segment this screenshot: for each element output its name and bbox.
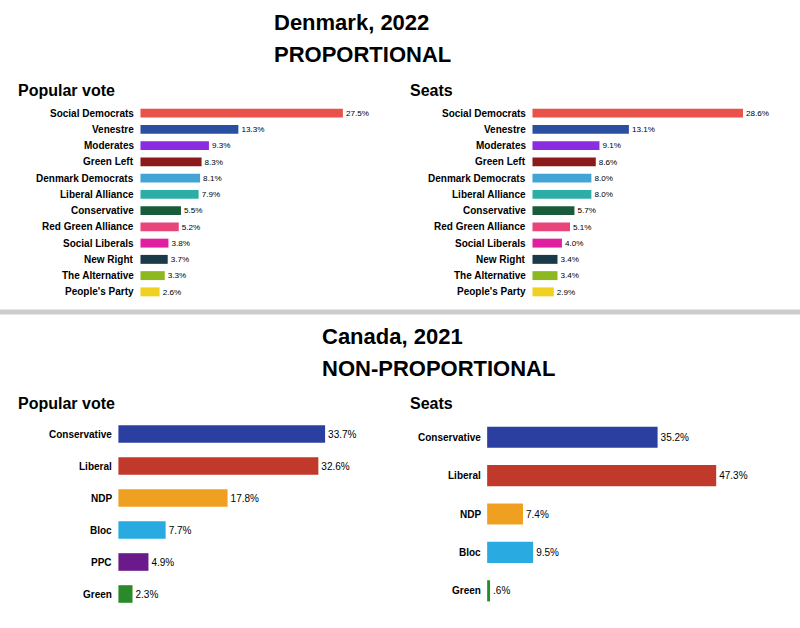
- svg-text:Conservative: Conservative: [463, 205, 526, 216]
- svg-text:8.6%: 8.6%: [599, 158, 617, 167]
- svg-text:People's Party: People's Party: [65, 286, 134, 297]
- svg-text:Denmark, 2022: Denmark, 2022: [274, 10, 429, 35]
- svg-text:5.7%: 5.7%: [577, 206, 595, 215]
- svg-text:7.9%: 7.9%: [202, 190, 220, 199]
- svg-text:Canada, 2021: Canada, 2021: [322, 324, 463, 349]
- svg-text:Green Left: Green Left: [475, 156, 526, 167]
- svg-text:Liberal: Liberal: [79, 461, 112, 472]
- svg-text:8.3%: 8.3%: [205, 158, 223, 167]
- svg-text:Social Democrats: Social Democrats: [50, 108, 134, 119]
- svg-text:PROPORTIONAL: PROPORTIONAL: [274, 42, 451, 67]
- svg-text:9.1%: 9.1%: [602, 141, 620, 150]
- svg-text:35.2%: 35.2%: [661, 432, 689, 443]
- svg-text:5.2%: 5.2%: [182, 223, 200, 232]
- svg-text:3.4%: 3.4%: [561, 255, 579, 264]
- svg-text:28.6%: 28.6%: [746, 109, 769, 118]
- svg-text:Social Liberals: Social Liberals: [455, 238, 526, 249]
- svg-text:New Right: New Right: [476, 254, 526, 265]
- svg-text:Green Left: Green Left: [83, 156, 134, 167]
- svg-text:4.9%: 4.9%: [151, 557, 174, 568]
- svg-text:3.4%: 3.4%: [561, 271, 579, 280]
- svg-text:2.3%: 2.3%: [136, 589, 159, 600]
- svg-text:Liberal: Liberal: [448, 470, 481, 481]
- svg-text:Venestre: Venestre: [484, 124, 526, 135]
- svg-text:The Alternative: The Alternative: [454, 270, 526, 281]
- svg-text:Seats: Seats: [410, 395, 453, 412]
- svg-text:Green: Green: [452, 585, 481, 596]
- svg-text:NDP: NDP: [91, 493, 112, 504]
- svg-text:8.0%: 8.0%: [594, 174, 612, 183]
- svg-text:9.3%: 9.3%: [212, 141, 230, 150]
- svg-text:Liberal Alliance: Liberal Alliance: [60, 189, 134, 200]
- svg-text:5.5%: 5.5%: [184, 206, 202, 215]
- svg-text:Social Democrats: Social Democrats: [442, 108, 526, 119]
- svg-text:2.6%: 2.6%: [163, 288, 181, 297]
- svg-text:Denmark Democrats: Denmark Democrats: [36, 173, 134, 184]
- svg-text:8.1%: 8.1%: [203, 174, 221, 183]
- svg-text:3.3%: 3.3%: [168, 271, 186, 280]
- svg-text:8.0%: 8.0%: [594, 190, 612, 199]
- svg-text:Conservative: Conservative: [71, 205, 134, 216]
- svg-text:Conservative: Conservative: [418, 432, 481, 443]
- svg-text:Bloc: Bloc: [459, 547, 481, 558]
- svg-text:Popular vote: Popular vote: [18, 82, 115, 99]
- svg-text:27.5%: 27.5%: [346, 109, 369, 118]
- svg-text:7.4%: 7.4%: [526, 509, 549, 520]
- svg-text:.6%: .6%: [493, 585, 510, 596]
- svg-text:Red Green Alliance: Red Green Alliance: [42, 221, 134, 232]
- svg-text:Conservative: Conservative: [49, 429, 112, 440]
- svg-text:Liberal Alliance: Liberal Alliance: [452, 189, 526, 200]
- svg-text:47.3%: 47.3%: [719, 470, 747, 481]
- svg-text:2.9%: 2.9%: [557, 288, 575, 297]
- svg-text:4.0%: 4.0%: [565, 239, 583, 248]
- svg-text:Social Liberals: Social Liberals: [63, 238, 134, 249]
- svg-text:Bloc: Bloc: [90, 525, 112, 536]
- svg-text:Denmark Democrats: Denmark Democrats: [428, 173, 526, 184]
- svg-text:Moderates: Moderates: [84, 140, 134, 151]
- svg-text:Seats: Seats: [410, 82, 453, 99]
- svg-text:13.3%: 13.3%: [241, 125, 264, 134]
- svg-text:NDP: NDP: [460, 509, 481, 520]
- svg-text:NON-PROPORTIONAL: NON-PROPORTIONAL: [322, 356, 555, 381]
- svg-text:The Alternative: The Alternative: [62, 270, 134, 281]
- svg-text:Red Green Alliance: Red Green Alliance: [434, 221, 526, 232]
- svg-text:3.8%: 3.8%: [171, 239, 189, 248]
- svg-text:Popular vote: Popular vote: [18, 395, 115, 412]
- svg-text:Moderates: Moderates: [476, 140, 526, 151]
- svg-text:5.1%: 5.1%: [573, 223, 591, 232]
- svg-text:Venestre: Venestre: [92, 124, 134, 135]
- svg-text:17.8%: 17.8%: [231, 493, 259, 504]
- svg-text:New Right: New Right: [84, 254, 134, 265]
- svg-text:PPC: PPC: [91, 557, 112, 568]
- svg-text:Green: Green: [83, 589, 112, 600]
- svg-text:3.7%: 3.7%: [171, 255, 189, 264]
- svg-text:32.6%: 32.6%: [321, 461, 349, 472]
- svg-text:33.7%: 33.7%: [328, 429, 356, 440]
- svg-text:9.5%: 9.5%: [536, 547, 559, 558]
- svg-text:13.1%: 13.1%: [632, 125, 655, 134]
- svg-text:People's Party: People's Party: [457, 286, 526, 297]
- svg-text:7.7%: 7.7%: [169, 525, 192, 536]
